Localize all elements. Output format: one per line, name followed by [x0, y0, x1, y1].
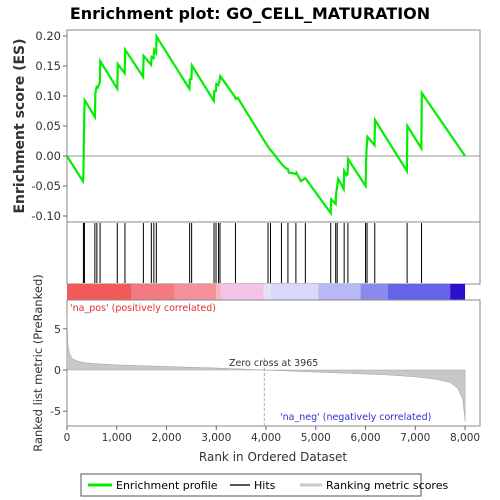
- legend-enrichment-label: Enrichment profile: [116, 479, 218, 492]
- metric-y-tick-label: 5: [54, 323, 61, 336]
- x-tick-label: 6,000: [351, 432, 381, 444]
- heatbar-segment: [360, 284, 388, 300]
- metric-y-tick-label: -5: [50, 405, 61, 418]
- x-tick-label: 8,000: [450, 432, 480, 444]
- hits-panel-frame: [66, 221, 481, 285]
- enrichment-profile-line: [66, 32, 467, 217]
- ranked-y-axis-label: Ranked list metric (PreRanked): [31, 274, 45, 452]
- x-tick-label: 5,000: [301, 432, 331, 444]
- es-y-tick-label: 0.10: [35, 89, 61, 103]
- x-tick-label: 1,000: [102, 432, 132, 444]
- legend-hits-label: Hits: [254, 479, 276, 492]
- heatbar-segment: [263, 284, 272, 300]
- x-tick-label: 4,000: [251, 432, 281, 444]
- metric-y-tick-label: 0: [54, 364, 61, 377]
- neg-correlated-label: 'na_neg' (negatively correlated): [280, 412, 431, 423]
- es-y-axis-label: Enrichment score (ES): [12, 38, 28, 213]
- heatbar-segment: [387, 284, 451, 300]
- es-y-tick-label: -0.05: [31, 179, 61, 193]
- x-tick-label: 2,000: [151, 432, 181, 444]
- heatbar-segment: [216, 284, 222, 300]
- x-tick-label: 3,000: [201, 432, 231, 444]
- ranking-metric-area: [66, 316, 466, 422]
- es-y-tick-label: 0.15: [35, 59, 61, 73]
- zero-cross-label: Zero cross at 3965: [229, 358, 318, 369]
- heatbar-segment: [173, 284, 217, 300]
- legend-box: [80, 473, 422, 497]
- es-panel-frame: [66, 29, 481, 223]
- es-y-tick-label: 0.05: [35, 119, 61, 133]
- x-tick-label: 7,000: [400, 432, 430, 444]
- heatbar-segment: [221, 284, 264, 300]
- es-y-tick-label: 0.00: [35, 149, 61, 163]
- x-axis-label: Rank in Ordered Dataset: [199, 450, 347, 464]
- heatbar-segment: [131, 284, 174, 300]
- chart-title: Enrichment plot: GO_CELL_MATURATION: [70, 4, 430, 23]
- heatbar-segment: [450, 284, 466, 300]
- heatbar-segment: [67, 284, 132, 300]
- heatbar-segment: [271, 284, 319, 300]
- heatbar-segment: [318, 284, 361, 300]
- legend-metric-label: Ranking metric scores: [326, 479, 448, 492]
- pos-correlated-label: 'na_pos' (positively correlated): [70, 303, 216, 314]
- ranked-panel-frame: [66, 299, 481, 427]
- es-y-tick-label: 0.20: [35, 29, 61, 43]
- es-y-tick-label: -0.10: [31, 209, 61, 223]
- x-tick-label: 0: [64, 432, 71, 444]
